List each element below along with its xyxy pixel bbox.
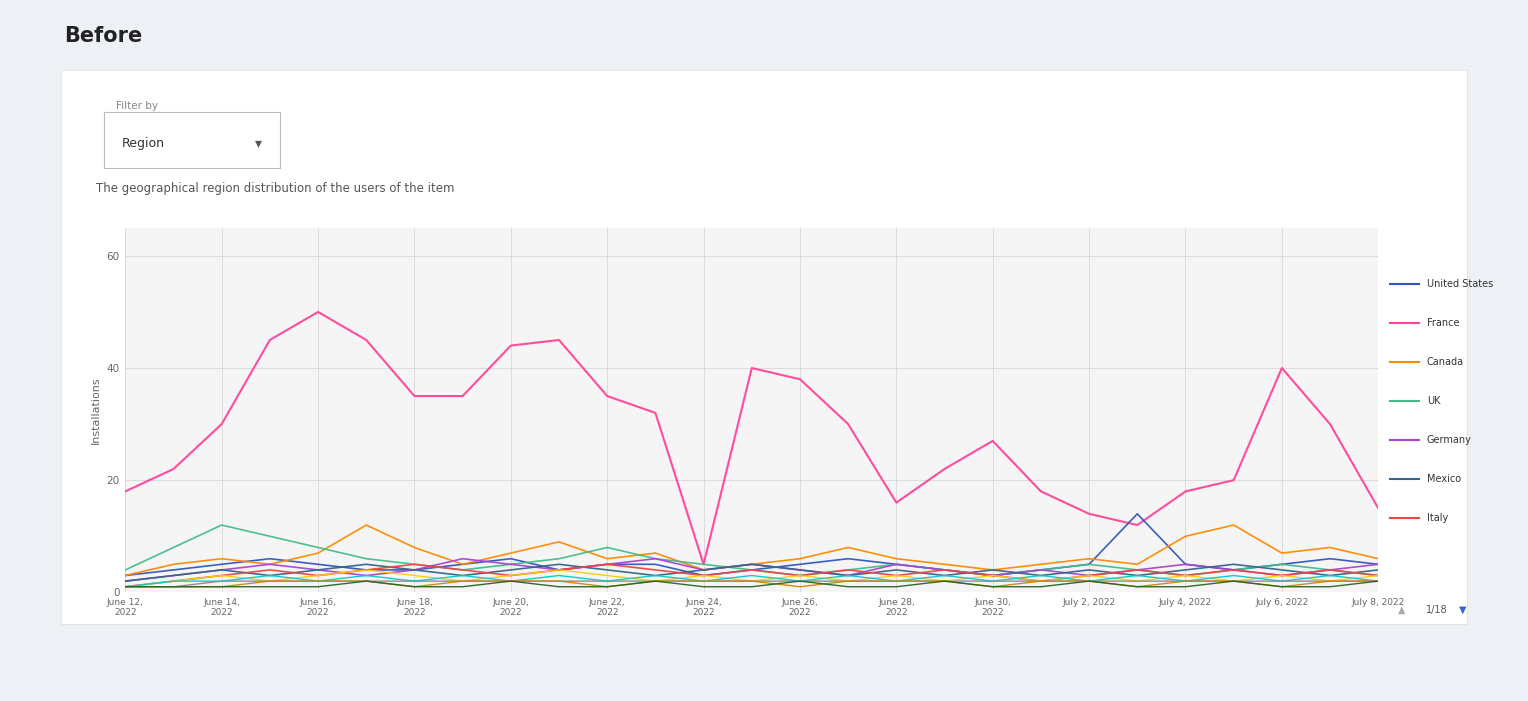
Text: France: France (1427, 318, 1459, 328)
Text: Italy: Italy (1427, 513, 1449, 523)
Text: ▾: ▾ (255, 136, 263, 150)
Text: Region: Region (122, 137, 165, 149)
Text: Mexico: Mexico (1427, 474, 1461, 484)
Text: Canada: Canada (1427, 357, 1464, 367)
Text: ▼: ▼ (1459, 605, 1467, 615)
Text: 1/18: 1/18 (1426, 605, 1447, 615)
Text: Before: Before (64, 25, 142, 46)
Text: Filter by: Filter by (116, 101, 157, 111)
Text: Germany: Germany (1427, 435, 1471, 445)
Text: The geographical region distribution of the users of the item: The geographical region distribution of … (96, 182, 455, 196)
Text: UK: UK (1427, 396, 1441, 406)
Text: ▲: ▲ (1398, 605, 1406, 615)
Text: United States: United States (1427, 279, 1493, 289)
Y-axis label: Installations: Installations (92, 376, 101, 444)
